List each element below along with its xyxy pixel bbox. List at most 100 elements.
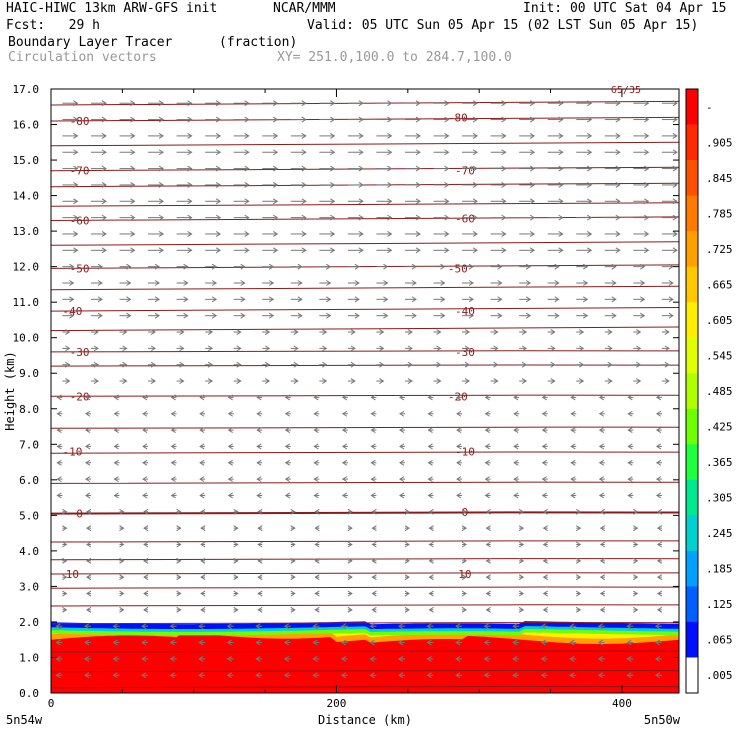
temperature-contour xyxy=(50,481,680,484)
vector-arrowhead xyxy=(493,345,499,352)
vector-arrowhead xyxy=(283,639,290,646)
vector-arrowhead xyxy=(599,525,606,532)
vector-arrowhead xyxy=(640,296,646,303)
vector-arrowhead xyxy=(644,165,650,172)
vector-arrowhead xyxy=(513,476,519,483)
vector-arrowhead xyxy=(244,247,250,254)
vector-arrowhead xyxy=(598,492,605,499)
vector-arrowhead xyxy=(301,182,307,188)
vector-arrowhead xyxy=(313,476,319,483)
vector-arrowhead xyxy=(655,492,662,499)
vector-arrowhead xyxy=(444,231,450,237)
vector-arrowhead xyxy=(598,476,605,483)
vector-arrowhead xyxy=(301,214,307,221)
vector-arrowhead xyxy=(428,606,434,613)
vector-arrowhead xyxy=(130,198,136,205)
vector-arrowhead xyxy=(656,557,663,564)
temperature-contour xyxy=(50,650,680,653)
colorbar-swatch xyxy=(686,408,698,445)
vector-arrowhead xyxy=(464,378,470,384)
vector-arrowhead xyxy=(493,378,499,384)
vector-arrowhead xyxy=(179,345,185,352)
vector-arrowhead xyxy=(582,312,589,319)
vector-arrowhead xyxy=(119,541,125,548)
vector-arrowhead xyxy=(558,100,564,107)
vector-arrowhead xyxy=(169,639,175,646)
vector-arrowhead xyxy=(313,427,319,434)
vector-arrowhead xyxy=(383,263,389,270)
vector-arrowhead xyxy=(215,214,222,221)
vector-arrowhead xyxy=(415,247,421,254)
vector-arrowhead xyxy=(404,541,410,548)
vector-arrowhead xyxy=(256,476,262,483)
vector-arrowhead xyxy=(444,198,450,205)
vector-arrowhead xyxy=(170,427,176,434)
colorbar-swatch xyxy=(686,373,698,410)
vector-arrowhead xyxy=(354,312,360,319)
vector-arrowhead xyxy=(550,378,556,384)
vector-arrowhead xyxy=(86,606,92,613)
colorbar-label: .485 xyxy=(706,385,733,398)
vector-arrowhead xyxy=(558,214,564,221)
vector-arrowhead xyxy=(501,116,507,123)
vector-arrowhead xyxy=(569,655,575,662)
vector-arrowhead xyxy=(130,231,136,237)
vector-arrowhead xyxy=(398,672,404,679)
vector-arrowhead xyxy=(578,361,585,368)
vector-arrowhead xyxy=(150,329,156,335)
colorbar-label: .245 xyxy=(706,527,733,540)
vector-arrowhead xyxy=(226,623,232,630)
vector-arrowhead xyxy=(599,541,606,548)
vector-arrowhead xyxy=(141,639,147,646)
vector-arrowhead xyxy=(199,427,205,434)
vector-arrowhead xyxy=(236,378,242,384)
y-tick-label: 5.0 xyxy=(19,509,39,522)
vector-arrowhead xyxy=(627,394,633,401)
vector-arrowhead xyxy=(142,427,148,434)
vector-arrowhead xyxy=(484,492,490,499)
vector-arrowhead xyxy=(62,590,68,597)
vector-arrowhead xyxy=(56,394,62,401)
vector-arrowhead xyxy=(187,247,193,254)
vector-arrowhead xyxy=(483,639,489,646)
vector-arrowhead xyxy=(244,182,250,188)
vector-arrowhead xyxy=(598,427,605,434)
vector-arrowhead xyxy=(542,606,548,613)
vector-arrowhead xyxy=(350,361,356,368)
vector-arrowhead xyxy=(542,525,548,532)
colorbar-label: .185 xyxy=(706,563,733,576)
vector-arrowhead xyxy=(383,312,389,319)
vector-arrowhead xyxy=(615,165,621,172)
vector-arrowhead xyxy=(264,361,271,368)
vector-arrowhead xyxy=(436,329,442,335)
vector-arrowhead xyxy=(97,296,103,303)
vector-arrowhead xyxy=(615,214,621,221)
vector-arrowhead xyxy=(656,590,663,597)
vector-arrowhead xyxy=(341,443,348,450)
vector-arrowhead xyxy=(461,590,467,597)
vector-arrowhead xyxy=(301,165,307,172)
x-tick-label: 0 xyxy=(48,697,55,710)
init-time: Init: 00 UTC Sat 04 Apr 15 xyxy=(523,1,727,16)
vector-arrowhead xyxy=(314,574,320,581)
vector-arrowhead xyxy=(427,427,433,434)
vector-arrowhead xyxy=(428,574,434,581)
y-tick-label: 16.0 xyxy=(13,119,40,132)
vector-arrowhead xyxy=(142,476,148,483)
vector-arrowhead xyxy=(513,394,519,401)
vector-arrowhead xyxy=(256,394,262,401)
vector-arrowhead xyxy=(399,492,405,499)
vector-arrowhead xyxy=(399,394,405,401)
temperature-contour xyxy=(50,685,680,689)
vector-arrowhead xyxy=(644,198,650,205)
vector-arrowhead xyxy=(611,263,617,270)
vector-arrowhead xyxy=(387,231,393,237)
vector-arrowhead xyxy=(582,263,589,270)
vector-arrowhead xyxy=(330,247,336,254)
temperature-contour xyxy=(50,141,680,147)
vector-arrowhead xyxy=(347,590,353,597)
vector-arrowhead xyxy=(664,361,670,368)
vector-arrowhead xyxy=(427,459,433,466)
vector-arrowhead xyxy=(472,116,478,123)
vector-arrowhead xyxy=(312,639,318,646)
